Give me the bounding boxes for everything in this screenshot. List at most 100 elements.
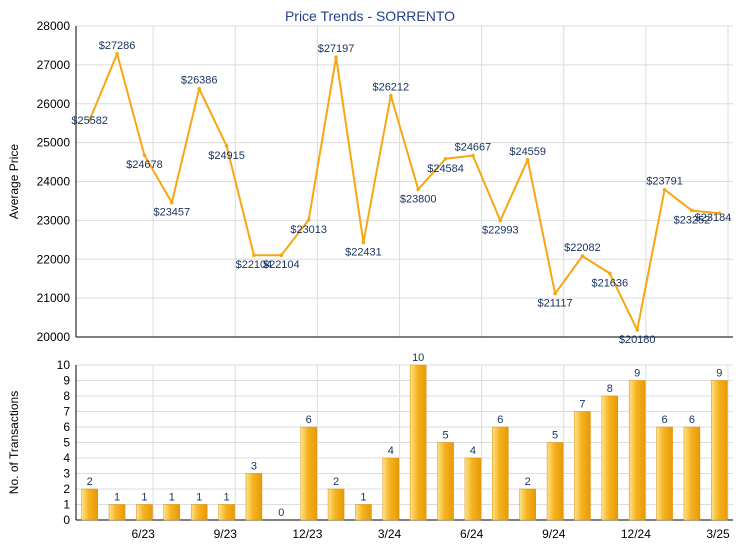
bar-y-tick-label: 1 xyxy=(63,498,70,512)
price-y-tick-label: 27000 xyxy=(37,58,71,72)
bar-data-label: 5 xyxy=(552,430,558,442)
price-point xyxy=(416,187,420,192)
bar-data-label: 1 xyxy=(114,492,120,504)
transaction-bar xyxy=(464,457,482,521)
transaction-bar xyxy=(711,380,728,521)
price-point xyxy=(471,153,475,158)
transaction-bar xyxy=(108,504,126,521)
bar-data-label: 10 xyxy=(412,352,424,364)
bar-data-label: 4 xyxy=(388,445,394,457)
price-y-tick-label: 22000 xyxy=(37,252,71,266)
transaction-bar xyxy=(300,426,317,521)
price-data-label: $23800 xyxy=(400,193,437,205)
price-data-label: $27286 xyxy=(99,40,136,52)
price-point xyxy=(525,157,530,162)
transaction-bar xyxy=(492,426,509,521)
price-data-label: $22993 xyxy=(482,225,519,237)
transaction-bar xyxy=(190,504,208,521)
price-point xyxy=(170,200,174,205)
bar-y-tick-label: 6 xyxy=(63,420,70,434)
bar-data-label: 2 xyxy=(333,476,339,488)
price-point xyxy=(252,253,256,258)
price-point xyxy=(142,153,147,157)
price-data-label: $24584 xyxy=(427,163,464,175)
bar-data-label: 1 xyxy=(360,492,366,504)
bar-data-label: 6 xyxy=(497,414,503,426)
bar-y-tick-label: 5 xyxy=(63,436,70,450)
bar-data-label: 3 xyxy=(251,461,257,473)
price-data-label: $26386 xyxy=(181,75,218,87)
price-point xyxy=(334,55,338,60)
price-point xyxy=(690,208,694,213)
bar-data-label: 1 xyxy=(196,492,202,504)
bar-data-label: 5 xyxy=(443,430,449,442)
price-point xyxy=(553,291,557,296)
price-point xyxy=(87,118,92,122)
price-point xyxy=(717,211,722,216)
price-data-label: $24915 xyxy=(208,150,245,162)
bar-data-label: 0 xyxy=(278,507,284,519)
transaction-bar xyxy=(519,488,536,521)
price-point xyxy=(635,328,639,332)
transaction-bar xyxy=(355,504,372,521)
price-point xyxy=(115,51,119,56)
price-data-label: $20180 xyxy=(619,334,656,346)
bar-data-label: 6 xyxy=(306,414,312,426)
transaction-bar xyxy=(382,457,400,521)
transaction-bar xyxy=(601,395,619,521)
price-point xyxy=(443,156,448,161)
x-tick-label: 12/23 xyxy=(292,527,322,541)
transaction-bar xyxy=(245,473,263,521)
transaction-bar xyxy=(163,504,181,521)
price-data-label: $22082 xyxy=(564,242,601,254)
bar-data-label: 6 xyxy=(689,414,695,426)
price-point xyxy=(580,254,585,258)
price-point xyxy=(197,86,201,91)
price-data-label: $22431 xyxy=(345,246,382,258)
transaction-bar xyxy=(628,380,646,521)
bar-data-label: 9 xyxy=(716,368,722,380)
bar-data-label: 7 xyxy=(579,399,585,411)
transaction-bar xyxy=(574,411,591,521)
bar-y-tick-label: 0 xyxy=(63,513,70,527)
x-tick-label: 12/24 xyxy=(621,527,651,541)
bar-y-tick-label: 7 xyxy=(63,405,70,419)
price-point xyxy=(279,253,284,258)
bar-data-label: 4 xyxy=(470,445,476,457)
transaction-bar xyxy=(218,504,235,521)
price-y-tick-label: 21000 xyxy=(37,291,71,305)
price-point xyxy=(608,271,612,276)
transaction-bar xyxy=(656,426,673,521)
price-data-label: $23457 xyxy=(153,207,190,219)
bar-data-label: 1 xyxy=(169,492,175,504)
transaction-bar xyxy=(136,504,153,521)
price-data-label: $23252 xyxy=(674,215,711,227)
price-point xyxy=(498,218,503,223)
price-data-label: $23013 xyxy=(290,224,327,236)
price-data-label: $25582 xyxy=(71,115,108,127)
transaction-bar xyxy=(327,488,345,521)
x-tick-label: 9/24 xyxy=(542,527,566,541)
bar-y-tick-label: 3 xyxy=(63,467,70,481)
bar-data-label: 6 xyxy=(662,414,668,426)
price-data-label: $23791 xyxy=(646,176,683,188)
x-tick-label: 6/24 xyxy=(460,527,484,541)
x-tick-label: 6/23 xyxy=(131,527,155,541)
price-series-line xyxy=(88,52,720,331)
price-data-label: $27197 xyxy=(318,43,355,55)
transaction-bar xyxy=(409,364,427,521)
price-data-label: $21117 xyxy=(538,298,573,310)
bar-data-label: 8 xyxy=(607,383,613,395)
price-point xyxy=(306,218,311,222)
bar-y-tick-label: 4 xyxy=(63,451,70,465)
bar-data-label: 9 xyxy=(634,368,640,380)
price-data-label: $24559 xyxy=(509,146,546,158)
price-data-label: $24678 xyxy=(126,159,163,171)
price-y-tick-label: 25000 xyxy=(37,136,71,150)
price-y-tick-label: 23000 xyxy=(37,213,71,227)
bar-data-label: 2 xyxy=(525,476,531,488)
transaction-bar xyxy=(81,488,98,521)
price-point xyxy=(389,93,393,98)
